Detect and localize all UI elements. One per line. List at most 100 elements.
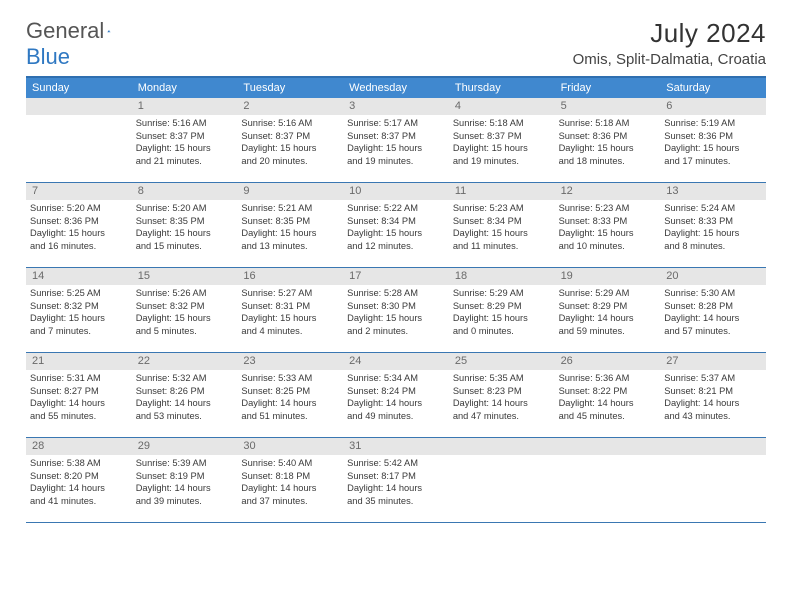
- day-body: Sunrise: 5:33 AMSunset: 8:25 PMDaylight:…: [237, 370, 343, 426]
- day-body: Sunrise: 5:30 AMSunset: 8:28 PMDaylight:…: [660, 285, 766, 341]
- day-body: Sunrise: 5:40 AMSunset: 8:18 PMDaylight:…: [237, 455, 343, 511]
- daylight-line-1: Daylight: 15 hours: [453, 142, 551, 155]
- sunrise-line: Sunrise: 5:28 AM: [347, 287, 445, 300]
- day-cell: 18Sunrise: 5:29 AMSunset: 8:29 PMDayligh…: [449, 268, 555, 352]
- day-cell: 27Sunrise: 5:37 AMSunset: 8:21 PMDayligh…: [660, 353, 766, 437]
- day-number: 27: [660, 353, 766, 370]
- day-cell: 2Sunrise: 5:16 AMSunset: 8:37 PMDaylight…: [237, 98, 343, 182]
- sunrise-line: Sunrise: 5:20 AM: [30, 202, 128, 215]
- day-cell: 23Sunrise: 5:33 AMSunset: 8:25 PMDayligh…: [237, 353, 343, 437]
- week-row: 1Sunrise: 5:16 AMSunset: 8:37 PMDaylight…: [26, 98, 766, 183]
- weeks-container: 1Sunrise: 5:16 AMSunset: 8:37 PMDaylight…: [26, 98, 766, 523]
- sunrise-line: Sunrise: 5:21 AM: [241, 202, 339, 215]
- day-number: 19: [555, 268, 661, 285]
- sunset-line: Sunset: 8:17 PM: [347, 470, 445, 483]
- sunset-line: Sunset: 8:37 PM: [241, 130, 339, 143]
- day-cell: 7Sunrise: 5:20 AMSunset: 8:36 PMDaylight…: [26, 183, 132, 267]
- brand-name-b-wrap: Blue: [26, 44, 70, 70]
- header: General July 2024 Omis, Split-Dalmatia, …: [0, 0, 792, 76]
- daylight-line-1: Daylight: 14 hours: [136, 482, 234, 495]
- day-body: Sunrise: 5:17 AMSunset: 8:37 PMDaylight:…: [343, 115, 449, 171]
- daylight-line-1: Daylight: 14 hours: [241, 397, 339, 410]
- day-number: 14: [26, 268, 132, 285]
- day-number: 28: [26, 438, 132, 455]
- day-cell: 12Sunrise: 5:23 AMSunset: 8:33 PMDayligh…: [555, 183, 661, 267]
- sunrise-line: Sunrise: 5:18 AM: [453, 117, 551, 130]
- daylight-line-1: Daylight: 15 hours: [664, 142, 762, 155]
- day-body: Sunrise: 5:35 AMSunset: 8:23 PMDaylight:…: [449, 370, 555, 426]
- sunrise-line: Sunrise: 5:39 AM: [136, 457, 234, 470]
- sunrise-line: Sunrise: 5:37 AM: [664, 372, 762, 385]
- day-cell: 8Sunrise: 5:20 AMSunset: 8:35 PMDaylight…: [132, 183, 238, 267]
- day-cell: 30Sunrise: 5:40 AMSunset: 8:18 PMDayligh…: [237, 438, 343, 522]
- daylight-line-1: Daylight: 14 hours: [664, 397, 762, 410]
- daylight-line-1: Daylight: 15 hours: [241, 312, 339, 325]
- sunset-line: Sunset: 8:32 PM: [136, 300, 234, 313]
- daylight-line-1: Daylight: 15 hours: [136, 142, 234, 155]
- day-number: 22: [132, 353, 238, 370]
- day-body: Sunrise: 5:26 AMSunset: 8:32 PMDaylight:…: [132, 285, 238, 341]
- day-number: 20: [660, 268, 766, 285]
- dow-wednesday: Wednesday: [343, 78, 449, 98]
- brand-name-a: General: [26, 18, 104, 44]
- daylight-line-1: Daylight: 14 hours: [136, 397, 234, 410]
- day-number: 7: [26, 183, 132, 200]
- daylight-line-2: and 13 minutes.: [241, 240, 339, 253]
- day-number: 8: [132, 183, 238, 200]
- daylight-line-1: Daylight: 15 hours: [453, 227, 551, 240]
- sunset-line: Sunset: 8:24 PM: [347, 385, 445, 398]
- sunset-line: Sunset: 8:23 PM: [453, 385, 551, 398]
- day-number: 26: [555, 353, 661, 370]
- sunset-line: Sunset: 8:30 PM: [347, 300, 445, 313]
- day-cell: 14Sunrise: 5:25 AMSunset: 8:32 PMDayligh…: [26, 268, 132, 352]
- sunrise-line: Sunrise: 5:38 AM: [30, 457, 128, 470]
- day-cell: 6Sunrise: 5:19 AMSunset: 8:36 PMDaylight…: [660, 98, 766, 182]
- sunset-line: Sunset: 8:18 PM: [241, 470, 339, 483]
- sunset-line: Sunset: 8:32 PM: [30, 300, 128, 313]
- day-body: Sunrise: 5:23 AMSunset: 8:33 PMDaylight:…: [555, 200, 661, 256]
- sunrise-line: Sunrise: 5:24 AM: [664, 202, 762, 215]
- day-number: 30: [237, 438, 343, 455]
- sunset-line: Sunset: 8:26 PM: [136, 385, 234, 398]
- day-cell: 9Sunrise: 5:21 AMSunset: 8:35 PMDaylight…: [237, 183, 343, 267]
- day-body: Sunrise: 5:22 AMSunset: 8:34 PMDaylight:…: [343, 200, 449, 256]
- daylight-line-1: Daylight: 14 hours: [347, 482, 445, 495]
- day-cell: 5Sunrise: 5:18 AMSunset: 8:36 PMDaylight…: [555, 98, 661, 182]
- daylight-line-2: and 2 minutes.: [347, 325, 445, 338]
- sunset-line: Sunset: 8:36 PM: [30, 215, 128, 228]
- sunset-line: Sunset: 8:19 PM: [136, 470, 234, 483]
- day-number: [26, 98, 132, 115]
- daylight-line-2: and 19 minutes.: [453, 155, 551, 168]
- day-body: Sunrise: 5:16 AMSunset: 8:37 PMDaylight:…: [132, 115, 238, 171]
- day-cell: 21Sunrise: 5:31 AMSunset: 8:27 PMDayligh…: [26, 353, 132, 437]
- day-number: 18: [449, 268, 555, 285]
- day-number: 2: [237, 98, 343, 115]
- sunset-line: Sunset: 8:25 PM: [241, 385, 339, 398]
- sunset-line: Sunset: 8:37 PM: [453, 130, 551, 143]
- title-block: July 2024 Omis, Split-Dalmatia, Croatia: [573, 18, 766, 70]
- day-body: Sunrise: 5:27 AMSunset: 8:31 PMDaylight:…: [237, 285, 343, 341]
- daylight-line-1: Daylight: 15 hours: [559, 227, 657, 240]
- day-number: 29: [132, 438, 238, 455]
- daylight-line-1: Daylight: 15 hours: [347, 142, 445, 155]
- day-body: Sunrise: 5:18 AMSunset: 8:36 PMDaylight:…: [555, 115, 661, 171]
- brand-logo: General: [26, 18, 132, 44]
- dow-friday: Friday: [555, 78, 661, 98]
- sunset-line: Sunset: 8:29 PM: [559, 300, 657, 313]
- day-cell: 17Sunrise: 5:28 AMSunset: 8:30 PMDayligh…: [343, 268, 449, 352]
- sunrise-line: Sunrise: 5:22 AM: [347, 202, 445, 215]
- sunset-line: Sunset: 8:37 PM: [347, 130, 445, 143]
- daylight-line-2: and 11 minutes.: [453, 240, 551, 253]
- month-title: July 2024: [573, 18, 766, 49]
- day-cell: [555, 438, 661, 522]
- sunrise-line: Sunrise: 5:36 AM: [559, 372, 657, 385]
- daylight-line-2: and 51 minutes.: [241, 410, 339, 423]
- daylight-line-1: Daylight: 14 hours: [453, 397, 551, 410]
- calendar: Sunday Monday Tuesday Wednesday Thursday…: [0, 76, 792, 533]
- daylight-line-2: and 47 minutes.: [453, 410, 551, 423]
- day-cell: 24Sunrise: 5:34 AMSunset: 8:24 PMDayligh…: [343, 353, 449, 437]
- day-number: 16: [237, 268, 343, 285]
- day-body: Sunrise: 5:36 AMSunset: 8:22 PMDaylight:…: [555, 370, 661, 426]
- day-cell: 16Sunrise: 5:27 AMSunset: 8:31 PMDayligh…: [237, 268, 343, 352]
- day-body: Sunrise: 5:29 AMSunset: 8:29 PMDaylight:…: [449, 285, 555, 341]
